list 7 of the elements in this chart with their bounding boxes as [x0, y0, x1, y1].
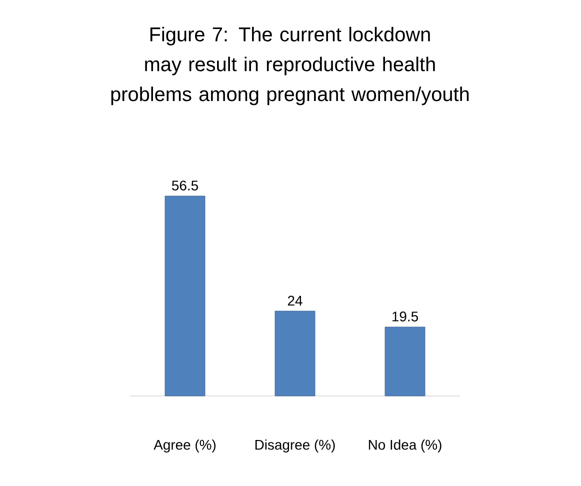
- x-tick-label: No Idea (%): [368, 440, 442, 452]
- chart-title: Figure 7: The current lockdown may result in reproductive health problems among pregnant women/youth: [111, 26, 469, 106]
- x-tick-label: Disagree (%): [255, 440, 335, 452]
- x-tick-label: Agree (%): [154, 440, 216, 452]
- data-label: 24: [288, 296, 302, 306]
- data-label: 19.5: [392, 312, 418, 322]
- data-label: 56.5: [172, 180, 198, 190]
